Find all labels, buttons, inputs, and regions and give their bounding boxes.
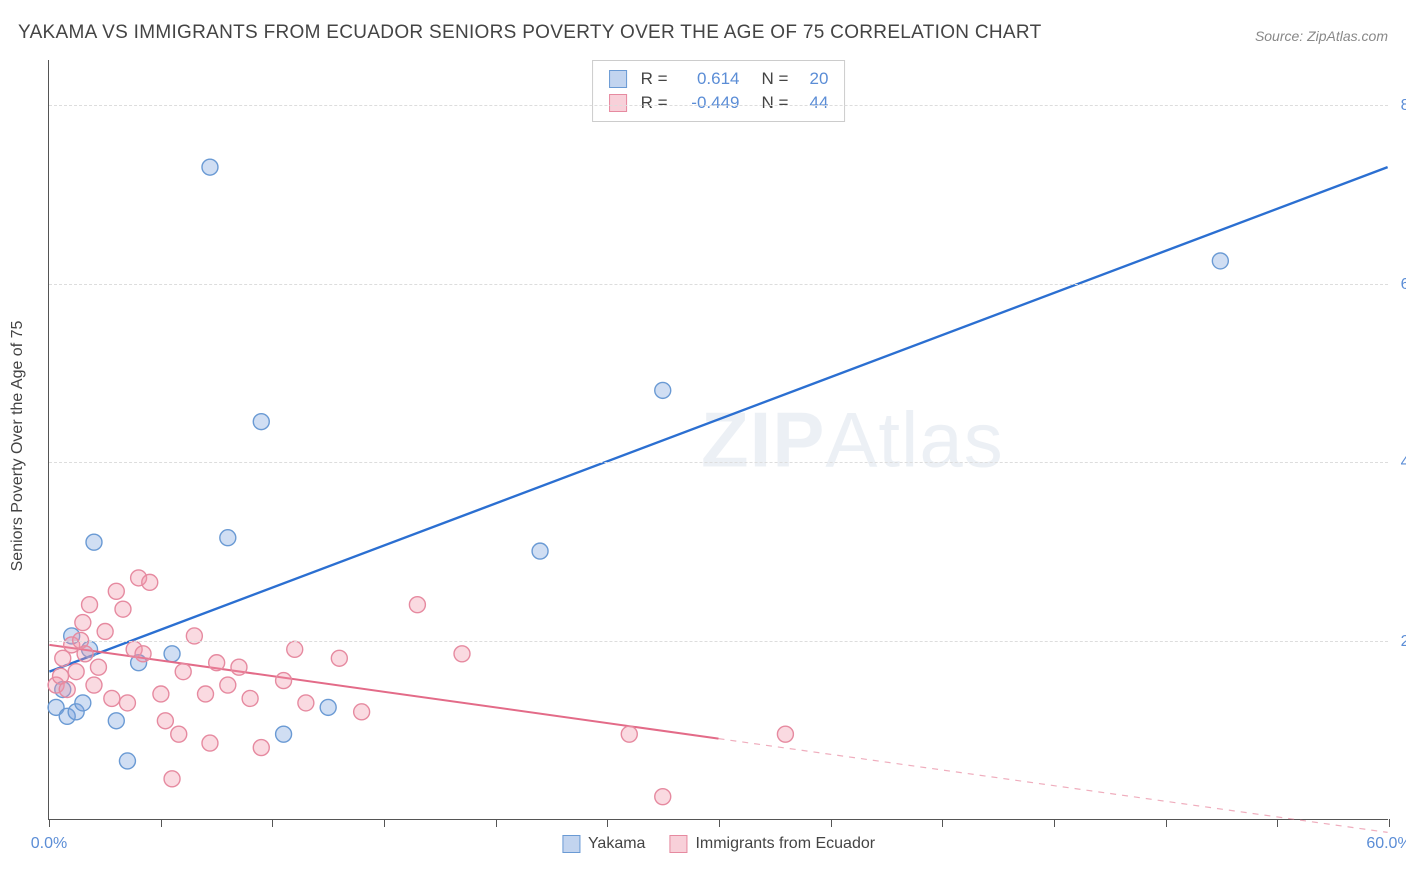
data-point (198, 686, 214, 702)
y-tick-label: 60.0% (1401, 276, 1406, 294)
data-point (90, 659, 106, 675)
data-point (202, 735, 218, 751)
gridline: 40.0% (49, 462, 1388, 463)
data-point (276, 673, 292, 689)
data-point (655, 789, 671, 805)
x-tick-label: 60.0% (1366, 835, 1406, 853)
x-tick (49, 819, 50, 827)
data-point (409, 597, 425, 613)
data-point (135, 646, 151, 662)
data-point (104, 690, 120, 706)
legend-swatch (562, 835, 580, 853)
legend-correlation-row: R = 0.614 N = 20 (609, 67, 829, 91)
x-tick (161, 819, 162, 827)
data-point (777, 726, 793, 742)
data-point (253, 414, 269, 430)
n-value: 20 (798, 69, 828, 89)
y-axis-label: Seniors Poverty Over the Age of 75 (9, 321, 27, 572)
data-point (115, 601, 131, 617)
legend-swatch (609, 94, 627, 112)
x-tick (607, 819, 608, 827)
data-point (75, 615, 91, 631)
x-tick (1054, 819, 1055, 827)
legend-series: Yakama Immigrants from Ecuador (562, 835, 875, 853)
data-point (253, 740, 269, 756)
data-point (119, 695, 135, 711)
data-point (108, 713, 124, 729)
data-point (242, 690, 258, 706)
r-value: -0.449 (678, 93, 740, 113)
x-tick (1389, 819, 1390, 827)
n-label: N = (762, 69, 789, 89)
y-tick-label: 20.0% (1401, 633, 1406, 651)
data-point (119, 753, 135, 769)
legend-correlation: R = 0.614 N = 20 R = -0.449 N = 44 (592, 60, 846, 122)
y-tick-label: 80.0% (1401, 97, 1406, 115)
x-tick (1166, 819, 1167, 827)
gridline: 80.0% (49, 105, 1388, 106)
source-attribution: Source: ZipAtlas.com (1255, 28, 1388, 44)
legend-series-item: Yakama (562, 835, 646, 853)
x-tick-label: 0.0% (31, 835, 67, 853)
x-tick (272, 819, 273, 827)
data-point (82, 597, 98, 613)
legend-swatch (669, 835, 687, 853)
data-point (59, 682, 75, 698)
data-point (298, 695, 314, 711)
data-point (231, 659, 247, 675)
x-tick (1277, 819, 1278, 827)
data-point (164, 771, 180, 787)
data-point (1212, 253, 1228, 269)
n-label: N = (762, 93, 789, 113)
x-tick (831, 819, 832, 827)
data-point (202, 159, 218, 175)
data-point (153, 686, 169, 702)
gridline: 60.0% (49, 284, 1388, 285)
data-point (97, 623, 113, 639)
x-tick (942, 819, 943, 827)
data-point (621, 726, 637, 742)
data-point (454, 646, 470, 662)
data-point (86, 534, 102, 550)
data-point (171, 726, 187, 742)
data-point (354, 704, 370, 720)
plot-svg (49, 60, 1388, 819)
data-point (75, 695, 91, 711)
data-point (157, 713, 173, 729)
data-point (331, 650, 347, 666)
data-point (77, 646, 93, 662)
data-point (532, 543, 548, 559)
data-point (68, 664, 84, 680)
data-point (142, 574, 158, 590)
trend-line (49, 167, 1387, 672)
data-point (287, 641, 303, 657)
x-tick (496, 819, 497, 827)
correlation-chart: YAKAMA VS IMMIGRANTS FROM ECUADOR SENIOR… (0, 0, 1406, 892)
data-point (209, 655, 225, 671)
x-tick (384, 819, 385, 827)
data-point (108, 583, 124, 599)
legend-series-label: Immigrants from Ecuador (695, 835, 875, 853)
r-value: 0.614 (678, 69, 740, 89)
plot-area: ZIPAtlas R =0.614N =20R =-0.449N =44 Yak… (48, 60, 1388, 820)
x-tick (719, 819, 720, 827)
data-point (175, 664, 191, 680)
data-point (655, 382, 671, 398)
data-point (220, 677, 236, 693)
data-point (220, 530, 236, 546)
legend-correlation-row: R = -0.449 N = 44 (609, 91, 829, 115)
chart-title: YAKAMA VS IMMIGRANTS FROM ECUADOR SENIOR… (18, 22, 1042, 44)
legend-swatch (609, 70, 627, 88)
n-value: 44 (798, 93, 828, 113)
gridline: 20.0% (49, 641, 1388, 642)
legend-series-label: Yakama (588, 835, 646, 853)
legend-series-item: Immigrants from Ecuador (669, 835, 875, 853)
data-point (86, 677, 102, 693)
data-point (164, 646, 180, 662)
data-point (320, 699, 336, 715)
data-point (276, 726, 292, 742)
r-label: R = (641, 69, 668, 89)
r-label: R = (641, 93, 668, 113)
y-tick-label: 40.0% (1401, 454, 1406, 472)
